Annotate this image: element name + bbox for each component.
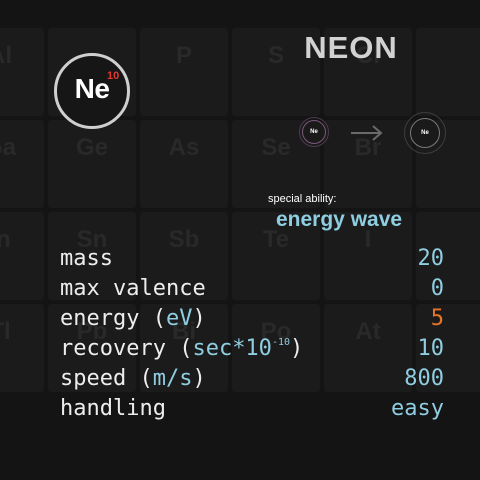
atom-current-label: Ne: [303, 129, 325, 135]
stat-unit: eV: [166, 306, 193, 331]
stat-label-close: ): [192, 306, 205, 331]
stat-value: 10: [418, 334, 445, 364]
periodic-table-cell-symbol: Al: [0, 42, 44, 70]
atom-upgraded-icon: Ne: [410, 118, 440, 148]
stat-value: 5: [431, 304, 444, 334]
stat-row-speed: speed (m/s) 800: [60, 364, 444, 394]
stat-label-text: energy (: [60, 306, 166, 331]
periodic-table-cell-symbol: In: [0, 226, 44, 254]
arrow-right-icon: [350, 124, 384, 142]
stat-label: energy (eV): [60, 304, 206, 334]
periodic-table-cell: As: [140, 120, 228, 208]
periodic-table-cell: P: [140, 28, 228, 116]
periodic-table-cell: Ga: [0, 120, 44, 208]
atom-current-icon: Ne: [302, 120, 326, 144]
element-name: NEON: [290, 30, 412, 66]
stat-label: speed (m/s): [60, 364, 206, 394]
periodic-table-cell: [416, 28, 480, 116]
periodic-table-cell: Ge: [48, 120, 136, 208]
periodic-table-cell-symbol: Ge: [48, 134, 136, 162]
periodic-table-cell: Al: [0, 28, 44, 116]
stat-label: recovery (sec*10-10): [60, 334, 303, 368]
stat-value: 0: [431, 274, 444, 304]
atomic-number: 10: [107, 70, 119, 82]
stat-label-text: speed (: [60, 366, 153, 391]
stat-row-max-valence: max valence 0: [60, 274, 444, 304]
special-ability-value: energy wave: [276, 208, 402, 232]
stat-label-close: ): [290, 336, 303, 361]
stats-list: mass 20 max valence 0 energy (eV) 5 reco…: [60, 244, 444, 424]
periodic-table-cell: Tl: [0, 304, 44, 392]
periodic-table-cell-symbol: Tl: [0, 318, 44, 346]
periodic-table-cell-symbol: As: [140, 134, 228, 162]
stat-label: handling: [60, 394, 166, 424]
stat-value: 20: [418, 244, 445, 274]
stat-row-recovery: recovery (sec*10-10) 10: [60, 334, 444, 364]
stat-label: max valence: [60, 274, 206, 304]
stat-unit: sec*10: [192, 336, 271, 361]
periodic-table-cell-symbol: P: [140, 42, 228, 70]
stat-label-close: ): [192, 366, 205, 391]
stat-row-energy: energy (eV) 5: [60, 304, 444, 334]
periodic-table-cell-symbol: Ga: [0, 134, 44, 162]
stat-unit-exponent: -10: [272, 337, 290, 348]
stat-value: easy: [391, 394, 444, 424]
special-ability-label: special ability:: [268, 193, 336, 205]
stat-unit: m/s: [153, 366, 193, 391]
stat-label: mass: [60, 244, 113, 274]
stat-row-handling: handling easy: [60, 394, 444, 424]
atom-upgraded-label: Ne: [411, 130, 439, 136]
stat-row-mass: mass 20: [60, 244, 444, 274]
element-badge: Ne 10: [54, 53, 130, 129]
stat-label-text: recovery (: [60, 336, 192, 361]
periodic-table-cell: In: [0, 212, 44, 300]
stat-value: 800: [404, 364, 444, 394]
